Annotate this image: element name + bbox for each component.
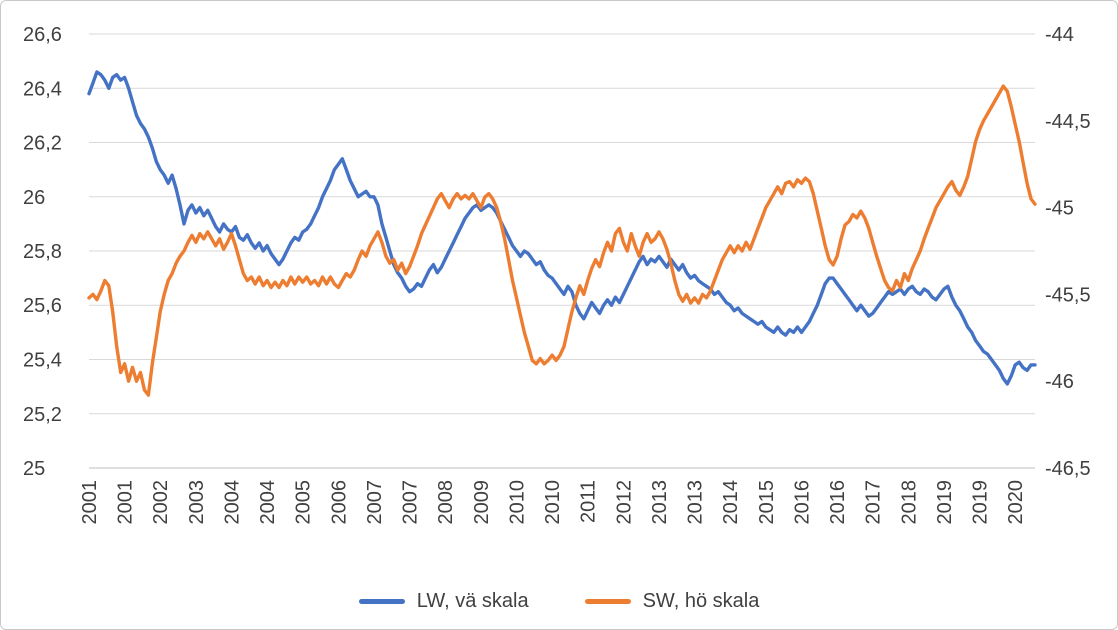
left-axis-tick-label: 25,2 — [23, 404, 62, 426]
right-axis-tick-label: -45,5 — [1045, 284, 1091, 306]
right-axis-tick-label: -44,5 — [1045, 111, 1091, 133]
x-axis-tick-label: 2012 — [613, 480, 635, 525]
left-axis-tick-label: 26,4 — [23, 78, 62, 100]
left-axis-tick-label: 26,6 — [23, 24, 62, 46]
x-axis-tick-label: 2004 — [257, 480, 279, 525]
x-axis-tick-label: 2010 — [542, 480, 564, 525]
right-axis-tick-label: -46,5 — [1045, 458, 1091, 480]
x-axis-tick-label: 2002 — [150, 480, 172, 525]
left-axis-tick-label: 25,6 — [23, 295, 62, 317]
right-axis-tick-label: -45 — [1045, 198, 1074, 220]
chart-legend: LW, vä skala SW, hö skala — [1, 591, 1117, 611]
x-axis-tick-label: 2007 — [364, 480, 386, 525]
line-chart: 26,6 26,4 26,2 26 25,8 25,6 25,4 25,2 25 -44 -44,5… — [23, 24, 1091, 525]
x-axis-tick-label: 2014 — [720, 480, 742, 525]
x-axis-tick-label: 2017 — [863, 480, 885, 525]
x-axis-tick-label: 2016 — [827, 480, 849, 525]
x-axis-tick-label: 2001 — [115, 480, 137, 525]
legend-swatch-sw-line — [584, 598, 631, 604]
right-axis-tick-label: -46 — [1045, 371, 1074, 393]
x-axis-tick-label: 2018 — [898, 480, 920, 525]
x-axis-tick-label: 2020 — [1005, 480, 1027, 525]
legend-swatch-lw-line — [358, 598, 405, 604]
left-axis-tick-label: 25,4 — [23, 350, 62, 372]
x-axis-tick-label: 2011 — [578, 480, 600, 523]
x-axis-tick-label: 2004 — [222, 480, 244, 525]
x-axis-tick-label: 2005 — [293, 480, 315, 525]
left-axis-tick-label: 26,2 — [23, 133, 62, 155]
legend-label-sw: SW, hö skala — [642, 590, 760, 612]
x-axis-tick-label: 2019 — [970, 480, 992, 525]
right-axis-tick-label: -44 — [1045, 24, 1074, 46]
left-axis-tick-label: 25 — [23, 458, 45, 480]
x-axis-tick-label: 2008 — [435, 480, 457, 525]
legend-item-sw: SW, hö skala — [584, 590, 760, 612]
x-axis-tick-label: 2001 — [79, 480, 101, 525]
legend-label-lw: LW, vä skala — [416, 590, 529, 612]
x-axis-tick-label: 2010 — [507, 480, 529, 525]
x-axis-tick-label: 2019 — [934, 480, 956, 525]
x-axis-tick-label: 2006 — [328, 480, 350, 525]
x-axis-tick-label: 2015 — [756, 480, 778, 525]
series-line-sw — [87, 84, 1037, 397]
legend-item-lw: LW, vä skala — [358, 590, 529, 612]
x-axis-tick-label: 2007 — [400, 480, 422, 525]
x-axis-tick-label: 2013 — [685, 480, 707, 525]
x-axis-tick-label: 2016 — [792, 480, 814, 525]
x-axis-tick-label: 2003 — [186, 480, 208, 525]
x-axis-tick-label: 2013 — [649, 480, 671, 525]
series-line-lw — [87, 70, 1037, 386]
x-axis-tick-label: 2009 — [471, 480, 493, 524]
left-axis-tick-label: 25,8 — [23, 241, 62, 263]
left-axis-tick-label: 26 — [23, 187, 45, 209]
